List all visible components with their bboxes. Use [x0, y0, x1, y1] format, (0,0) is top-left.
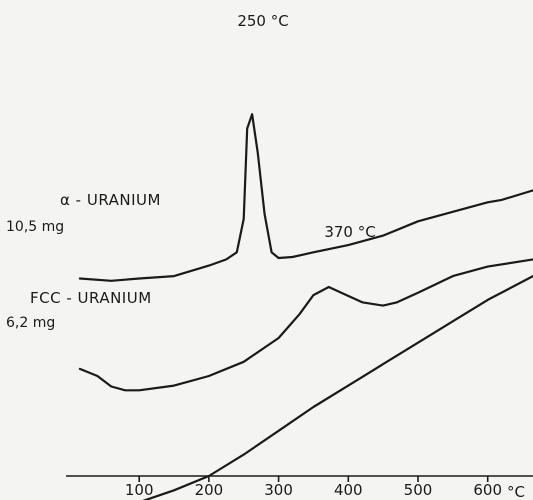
x-ticks: 100 200 300 400 500 600: [125, 476, 502, 499]
sample-mass-alpha: 10,5 mg: [6, 219, 64, 235]
x-tick-label: 500: [404, 481, 433, 499]
peak-annotation-alpha: 250 °C: [237, 12, 288, 30]
temperature-ramp-curve: [142, 275, 533, 500]
x-unit-label: °C: [507, 483, 525, 500]
series-label-fcc: FCC - URANIUM: [30, 289, 152, 307]
alpha-uranium-curve: [78, 113, 533, 282]
peak-annotation-fcc: 370 °C: [324, 223, 375, 241]
curves-layer: [78, 113, 533, 500]
x-tick-label: 100: [125, 481, 154, 499]
sample-mass-fcc: 6,2 mg: [6, 315, 55, 331]
x-tick-label: 600: [473, 481, 502, 499]
series-label-alpha: α - URANIUM: [60, 191, 161, 209]
x-tick-label: 300: [264, 481, 293, 499]
x-tick-label: 400: [334, 481, 363, 499]
fcc-uranium-curve: [78, 258, 533, 392]
x-tick-label: 200: [195, 481, 224, 499]
